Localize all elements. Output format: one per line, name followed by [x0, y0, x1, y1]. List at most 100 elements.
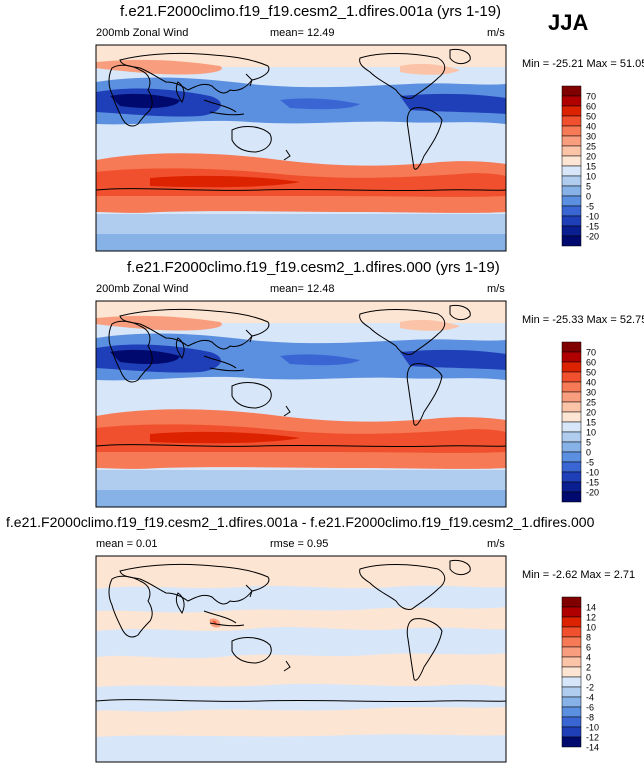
panel-3-frame	[95, 555, 507, 763]
colorbar-1-swatch	[561, 115, 582, 127]
season-label: JJA	[548, 10, 589, 35]
panel-2-field-label: 200mb Zonal Wind	[96, 283, 189, 295]
colorbar-2-swatch	[561, 421, 582, 433]
colorbar-3-tick-label: -14	[586, 743, 599, 753]
panel-2-frame	[95, 300, 507, 508]
colorbar-2-swatch	[561, 461, 582, 473]
colorbar-3-swatch	[561, 706, 582, 718]
colorbar-2-tick-label: 70	[586, 348, 596, 358]
colorbar-1-tick-label: -5	[586, 202, 594, 212]
panel-2-mean-label: mean= 12.48	[270, 283, 335, 295]
colorbar-3-swatch	[561, 636, 582, 648]
panel-2-minmax: Min = -25.33 Max = 52.75	[522, 314, 644, 326]
colorbar-3-swatch	[561, 666, 582, 678]
colorbar-3-swatch	[561, 686, 582, 698]
colorbar-2-swatch	[561, 441, 582, 453]
colorbar-3-swatch	[561, 646, 582, 658]
colorbar-2-swatch	[561, 471, 582, 483]
panel-3-rmse-label: rmse = 0.95	[270, 538, 329, 550]
colorbar-3-tick-label: -2	[586, 683, 594, 693]
colorbar-2-swatch	[561, 491, 582, 503]
colorbar-1-swatch	[561, 165, 582, 177]
colorbar-2-tick-label: 60	[586, 358, 596, 368]
colorbar-2-tick-label: 20	[586, 408, 596, 418]
panel-3-map	[96, 556, 506, 762]
colorbar-1-tick-label: 15	[586, 162, 596, 172]
colorbar-3-swatch	[561, 716, 582, 728]
colorbar-2-swatch	[561, 451, 582, 463]
colorbar-1-tick-label: 5	[586, 182, 591, 192]
colorbar-2-tick-label: 40	[586, 378, 596, 388]
colorbar-3-tick-label: -10	[586, 723, 599, 733]
panel-1-mean-label: mean= 12.49	[270, 27, 335, 39]
colorbar-1-swatch	[561, 95, 582, 107]
colorbar-1-swatch	[561, 105, 582, 117]
panel-1-minmax: Min = -25.21 Max = 51.05	[522, 58, 644, 70]
colorbar-2-swatch	[561, 431, 582, 443]
colorbar-1-swatch	[561, 175, 582, 187]
colorbar-1-tick-label: 10	[586, 172, 596, 182]
colorbar-2-swatch	[561, 391, 582, 403]
colorbar-3-swatch	[561, 616, 582, 628]
colorbar-3-tick-label: 10	[586, 623, 596, 633]
panel-1-field-label: 200mb Zonal Wind	[96, 27, 189, 39]
panel-2-units: m/s	[487, 283, 505, 295]
colorbar-2-swatch	[561, 341, 582, 353]
colorbar-2-swatch	[561, 401, 582, 413]
colorbar-2-swatch	[561, 381, 582, 393]
colorbar-1-swatch	[561, 85, 582, 97]
colorbar-1-tick-label: 30	[586, 132, 596, 142]
colorbar-2-tick-label: -15	[586, 478, 599, 488]
colorbar-2-tick-label: -5	[586, 458, 594, 468]
colorbar-1-tick-label: 20	[586, 152, 596, 162]
panel-2-title: f.e21.F2000climo.f19_f19.cesm2_1.dfires.…	[127, 259, 500, 276]
colorbar-2-tick-label: -20	[586, 488, 599, 498]
colorbar-2-swatch	[561, 361, 582, 373]
colorbar-2-tick-label: 25	[586, 398, 596, 408]
colorbar-2-tick-label: 10	[586, 428, 596, 438]
colorbar-1-swatch	[561, 135, 582, 147]
colorbar-1-swatch	[561, 215, 582, 227]
panel-3-title: f.e21.F2000climo.f19_f19.cesm2_1.dfires.…	[6, 514, 595, 530]
colorbar-1-tick-label: 25	[586, 142, 596, 152]
panel-1-title: f.e21.F2000climo.f19_f19.cesm2_1.dfires.…	[120, 3, 502, 20]
colorbar-1-tick-label: 0	[586, 192, 591, 202]
colorbar-2-tick-label: -10	[586, 468, 599, 478]
colorbar-3-swatch	[561, 726, 582, 738]
panel-3-mean-label: mean = 0.01	[96, 538, 158, 550]
colorbar-1-tick-label: 50	[586, 112, 596, 122]
colorbar-1-swatch	[561, 195, 582, 207]
colorbar-3-tick-label: -8	[586, 713, 594, 723]
colorbar-1-swatch	[561, 145, 582, 157]
colorbar-1-tick-label: -15	[586, 222, 599, 232]
colorbar-3-swatch	[561, 736, 582, 748]
panel-1-frame	[95, 44, 507, 252]
panel-1-units: m/s	[487, 27, 505, 39]
colorbar-3-tick-label: 0	[586, 673, 591, 683]
colorbar-1-swatch	[561, 185, 582, 197]
colorbar-2-tick-label: 15	[586, 418, 596, 428]
colorbar-1-tick-label: 70	[586, 92, 596, 102]
colorbar-3-tick-label: 12	[586, 613, 596, 623]
colorbar-1-tick-label: 60	[586, 102, 596, 112]
colorbar-2-tick-label: 30	[586, 388, 596, 398]
colorbar-3-tick-label: 2	[586, 663, 591, 673]
panel-3-units: m/s	[487, 538, 505, 550]
colorbar-3-tick-label: 4	[586, 653, 591, 663]
colorbar-2-tick-label: 50	[586, 368, 596, 378]
colorbar-3-tick-label: 8	[586, 633, 591, 643]
colorbar-3-tick-label: -12	[586, 733, 599, 743]
colorbar-2-tick-label: 5	[586, 438, 591, 448]
colorbar-3-tick-label: 14	[586, 603, 596, 613]
colorbar-3-tick-label: -4	[586, 693, 594, 703]
colorbar-1-tick-label: -10	[586, 212, 599, 222]
colorbar-2-swatch	[561, 351, 582, 363]
colorbar-2-tick-label: 0	[586, 448, 591, 458]
colorbar-2-swatch	[561, 371, 582, 383]
colorbar-1-swatch	[561, 155, 582, 167]
colorbar-3-swatch	[561, 626, 582, 638]
colorbar-1-tick-label: -20	[586, 232, 599, 242]
